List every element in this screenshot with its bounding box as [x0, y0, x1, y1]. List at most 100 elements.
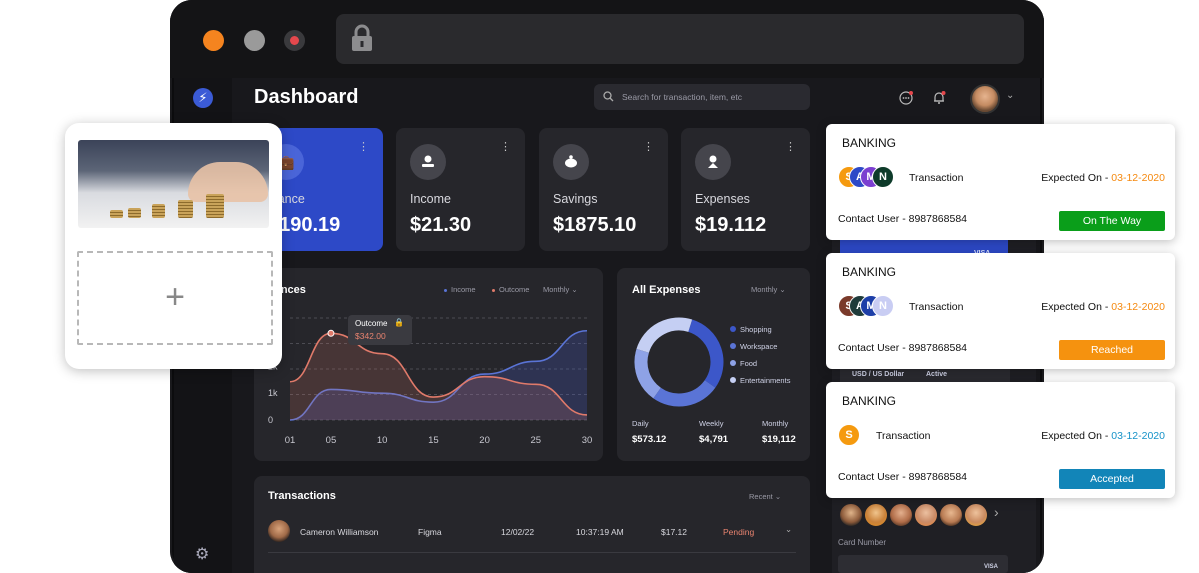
donut-slice-entertainments[interactable] [636, 317, 693, 354]
contact-avatar[interactable] [963, 502, 989, 528]
y-tick-label: 1k [268, 388, 278, 398]
expenses-card[interactable]: ⋮ Expenses $19.112 [681, 128, 810, 251]
page-title: Dashboard [254, 86, 359, 108]
status-badge[interactable]: Accepted [1059, 469, 1165, 489]
banking-title: BANKING [842, 394, 897, 408]
expenses-title: All Expenses [632, 284, 701, 296]
status-label: Active [926, 371, 948, 378]
highlight-point[interactable] [327, 329, 335, 337]
user-avatar[interactable] [970, 84, 1000, 114]
chevron-right-icon[interactable]: › [994, 504, 999, 520]
transaction-label: Transaction [876, 430, 931, 442]
stat-monthly-value: $19,112 [762, 434, 796, 445]
card-number-label: Card Number [838, 538, 887, 547]
x-tick-label: 25 [531, 435, 542, 446]
row-avatar [268, 520, 290, 542]
coin-stack [128, 208, 141, 218]
card-label: Expenses [695, 192, 750, 206]
expected-on: Expected On - 03-12-2020 [1041, 172, 1165, 184]
banking-card-2[interactable]: BANKING S A M N Transaction Expected On … [826, 253, 1175, 369]
income-area [290, 330, 587, 420]
contact-avatar[interactable] [888, 502, 914, 528]
legend-outcome: Outcome [492, 285, 529, 294]
row-time: 10:37:19 AM [576, 527, 624, 537]
currency-label: USD / US Dollar [852, 371, 905, 378]
expenses-icon [695, 144, 731, 180]
coin-stack [152, 204, 165, 218]
status-badge[interactable]: Reached [1059, 340, 1165, 360]
card-value: $1875.10 [553, 214, 637, 236]
row-expand-icon[interactable]: ⌄ [785, 524, 793, 534]
recent-dropdown[interactable]: Recent ⌄ [749, 492, 782, 501]
contact-avatar[interactable] [913, 502, 939, 528]
contact-user: Contact User - 8987868584 [838, 213, 967, 225]
banking-title: BANKING [842, 265, 897, 279]
bolt-logo-icon[interactable]: ⚡ [193, 88, 213, 108]
row-merchant: Figma [418, 527, 442, 537]
more-icon[interactable]: ⋮ [500, 141, 511, 153]
more-icon[interactable]: ⋮ [358, 141, 369, 153]
avatar-n: N [872, 295, 894, 317]
search-input[interactable]: Search for transaction, item, etc [594, 84, 810, 110]
address-bar[interactable] [336, 14, 1024, 64]
x-tick-label: 05 [326, 435, 337, 446]
contact-user: Contact User - 8987868584 [838, 471, 967, 483]
search-icon [603, 91, 614, 102]
more-icon[interactable]: ⋮ [643, 141, 654, 153]
banking-title: BANKING [842, 136, 897, 150]
savings-card[interactable]: ⋮ Savings $1875.10 [539, 128, 668, 251]
donut-slice-shopping[interactable] [687, 319, 724, 388]
all-expenses-panel: All Expenses Monthly ⌄ Shopping Workspac… [617, 268, 810, 461]
row-divider [268, 552, 796, 553]
transaction-label: Transaction [909, 172, 964, 184]
add-image-dropzone[interactable]: + [77, 251, 273, 345]
notification-bell-icon[interactable] [931, 90, 947, 106]
stat-weekly-value: $4,791 [699, 434, 729, 445]
expenses-donut-chart [634, 317, 724, 407]
transactions-title: Transactions [268, 490, 336, 502]
status-badge[interactable]: On The Way [1059, 211, 1165, 231]
tooltip-label: Outcome [355, 319, 388, 328]
expenses-period-dropdown[interactable]: Monthly ⌄ [751, 285, 786, 294]
lock-icon [352, 24, 372, 51]
settings-gear-icon[interactable]: ⚙ [195, 546, 210, 563]
contact-avatar[interactable] [838, 502, 864, 528]
banking-card-1[interactable]: BANKING S A M N Transaction Expected On … [826, 124, 1175, 240]
card-number-field[interactable] [838, 555, 1008, 573]
period-dropdown[interactable]: Monthly ⌄ [543, 285, 578, 294]
contact-avatar[interactable] [938, 502, 964, 528]
avatar-n: N [872, 166, 894, 188]
chat-icon[interactable] [898, 90, 914, 106]
coin-stack [110, 210, 123, 218]
x-tick-label: 30 [582, 435, 593, 446]
gray-window-dot[interactable] [244, 30, 265, 51]
contact-user: Contact User - 8987868584 [838, 342, 967, 354]
contact-avatar[interactable] [863, 502, 889, 528]
income-card[interactable]: ⋮ Income $21.30 [396, 128, 525, 251]
transactions-panel: Transactions Recent ⌄ Cameron Williamson… [254, 476, 810, 573]
table-row[interactable]: Cameron Williamson Figma 12/02/22 10:37:… [254, 520, 810, 544]
coins-photo [78, 140, 269, 228]
donut-slice-food[interactable] [634, 348, 662, 399]
y-tick-label: 0 [268, 415, 273, 425]
stat-weekly-label: Weekly [699, 419, 724, 428]
expected-on: Expected On - 03-12-2020 [1041, 301, 1165, 313]
more-icon[interactable]: ⋮ [785, 141, 796, 153]
search-placeholder: Search for transaction, item, etc [622, 92, 742, 102]
piggy-bank-icon [553, 144, 589, 180]
card-value: $19.112 [695, 214, 767, 236]
finances-line-chart: 0105101520253001k2k [268, 317, 593, 446]
red-window-dot[interactable] [284, 30, 305, 51]
outcome-area [290, 333, 587, 420]
orange-window-dot[interactable] [203, 30, 224, 51]
chevron-down-icon[interactable]: ⌄ [1006, 90, 1015, 101]
card-value: $21.30 [410, 214, 472, 236]
card-brand-2: VISA [984, 564, 999, 570]
legend-income: Income [444, 285, 476, 294]
x-tick-label: 15 [428, 435, 439, 446]
banking-card-3[interactable]: BANKING S Transaction Expected On - 03-1… [826, 382, 1175, 498]
row-status: Pending [723, 527, 755, 537]
lock-emoji-icon: 🔒 [394, 318, 404, 327]
expected-on: Expected On - 03-12-2020 [1041, 430, 1165, 442]
donut-slice-workspace[interactable] [653, 379, 716, 407]
